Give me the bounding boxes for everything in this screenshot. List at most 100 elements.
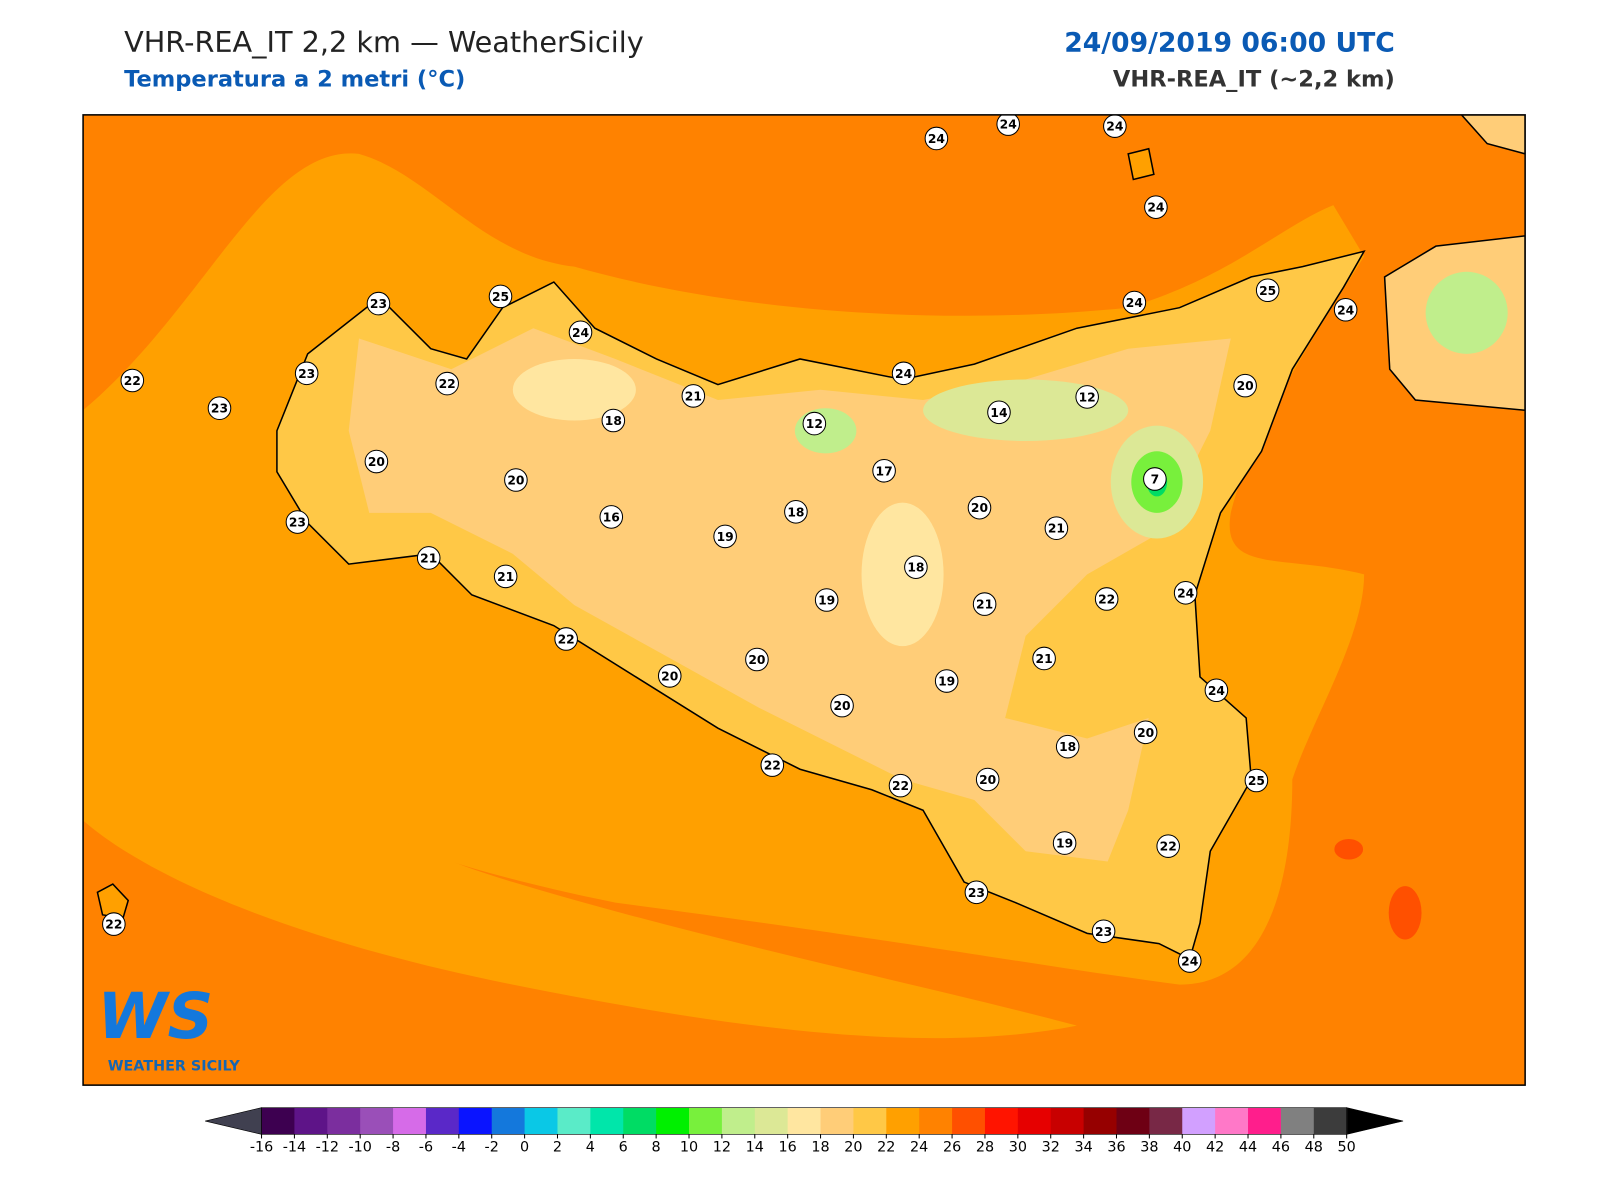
station-marker — [964, 880, 989, 905]
station-value: 18 — [907, 561, 924, 575]
model: VHR-REA_IT (~2,2 km) — [1113, 67, 1395, 93]
station-value: 24 — [928, 132, 945, 146]
station-marker — [1091, 919, 1116, 944]
station-value: 16 — [603, 510, 620, 524]
station-marker — [891, 361, 916, 386]
cool-zone — [794, 408, 857, 454]
datetime: 24/09/2019 06:00 UTC — [1064, 28, 1395, 59]
colorbar-tick-label: 30 — [1009, 1140, 1027, 1156]
station-value: 20 — [971, 501, 988, 515]
colorbar-swatch — [721, 1107, 756, 1135]
station-value: 19 — [717, 530, 734, 544]
station-marker — [554, 627, 578, 651]
colorbar-swatch — [590, 1107, 624, 1135]
colorbar-swatch — [1149, 1107, 1183, 1135]
station-marker — [1143, 467, 1167, 491]
colorbar-swatch — [360, 1107, 394, 1135]
colorbar-swatch — [952, 1107, 986, 1135]
colorbar-swatch — [557, 1107, 591, 1135]
station-marker — [416, 546, 441, 570]
colorbar-swatch — [886, 1107, 920, 1135]
colorbar-swatch — [656, 1107, 690, 1135]
station-value: 23 — [211, 402, 228, 416]
colorbar-swatch — [820, 1107, 854, 1135]
station-marker — [1173, 581, 1198, 605]
station-value: 18 — [1059, 740, 1076, 754]
warm-spot — [1388, 886, 1422, 940]
station-value: 22 — [1098, 593, 1115, 607]
station-marker — [1144, 195, 1168, 219]
station-marker — [294, 361, 319, 386]
colorbar-tick-label: 4 — [586, 1140, 595, 1156]
colorbar-swatch — [294, 1107, 328, 1135]
station-value: 22 — [1160, 840, 1177, 854]
subtitle: Temperatura a 2 metri (°C) — [124, 67, 465, 93]
colorbar-tick-label: -12 — [316, 1140, 339, 1156]
colorbar-swatch — [1017, 1107, 1052, 1135]
colorbar-tick-label: 36 — [1107, 1140, 1125, 1156]
station-value: 25 — [1259, 284, 1276, 298]
colorbar-swatch — [491, 1107, 526, 1135]
colorbar-tick-label: 48 — [1305, 1140, 1323, 1156]
station-marker — [1156, 834, 1180, 858]
station-marker — [904, 555, 928, 579]
station-value: 18 — [787, 505, 804, 519]
station-value: 22 — [764, 759, 781, 773]
station-marker — [285, 510, 310, 534]
station-marker — [657, 664, 682, 688]
colorbar-over — [1346, 1107, 1404, 1135]
colorbar-swatch — [984, 1107, 1019, 1135]
colorbar-tick-label: 40 — [1173, 1140, 1191, 1156]
map: 24 24 24 24 23 25 24 25 24 24 22 23 23 22 21 24 12 20 18 12… — [83, 114, 1526, 1086]
station-value: 21 — [976, 598, 993, 612]
colorbar-tick-label: 42 — [1206, 1140, 1224, 1156]
station-value: 20 — [979, 773, 996, 787]
station-marker — [493, 564, 518, 589]
colorbar-tick-label: 26 — [943, 1140, 961, 1156]
colorbar-tick-label: 28 — [976, 1140, 994, 1156]
station-value: 24 — [1181, 955, 1198, 969]
station-marker — [1204, 678, 1229, 703]
colorbar-swatch — [1050, 1107, 1085, 1135]
cool-zone — [861, 502, 944, 647]
colorbar-swatch — [1083, 1107, 1118, 1135]
station-value: 19 — [938, 675, 955, 689]
station-value: 23 — [1095, 925, 1112, 939]
station-value: 20 — [1137, 726, 1154, 740]
colorbar-swatch — [1116, 1107, 1150, 1135]
island — [1127, 147, 1155, 181]
colorbar-swatch — [1182, 1107, 1216, 1135]
colorbar-tick-label: 18 — [811, 1140, 829, 1156]
station-marker — [967, 495, 992, 520]
colorbar-tick-label: 44 — [1239, 1140, 1257, 1156]
station-marker — [1094, 587, 1119, 611]
colorbar-tick-label: -8 — [386, 1140, 400, 1156]
station-value: 20 — [748, 653, 765, 667]
station-marker — [1333, 297, 1358, 322]
colorbar-tick-label: -2 — [485, 1140, 499, 1156]
station-value: 19 — [1056, 837, 1073, 851]
station-value: 23 — [289, 516, 306, 530]
colorbar-tick-label: 22 — [877, 1140, 895, 1156]
station-marker — [1044, 516, 1069, 540]
colorbar-tick-label: -4 — [452, 1140, 466, 1156]
station-marker — [888, 773, 913, 798]
station-value: 24 — [572, 326, 589, 340]
colorbar-tick-label: 10 — [680, 1140, 698, 1156]
station-marker — [599, 505, 624, 529]
logo-mark: WS — [97, 979, 213, 1053]
station-marker — [713, 524, 737, 549]
colorbar-tick-label: 32 — [1042, 1140, 1060, 1156]
station-marker — [1122, 290, 1147, 315]
cool-zone — [512, 358, 636, 421]
station-value: 24 — [1208, 684, 1225, 698]
colorbar-frame — [261, 1107, 1347, 1135]
colorbar-swatch — [261, 1107, 295, 1135]
colorbar-swatch — [393, 1107, 427, 1135]
colorbar-tick-label: -14 — [283, 1140, 306, 1156]
station-value: 21 — [497, 570, 514, 584]
sea-zone — [83, 528, 1077, 1039]
colorbar-swatch — [524, 1107, 558, 1135]
station-value: 25 — [1248, 774, 1265, 788]
